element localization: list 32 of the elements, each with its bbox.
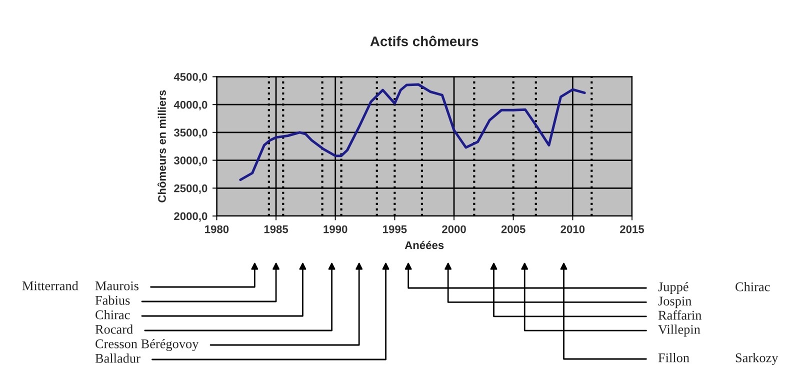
y-tick-label: 4000,0 <box>174 100 208 110</box>
text: Chirac <box>736 282 770 292</box>
x-tick-label: 2010 <box>560 225 585 234</box>
text: Sarkozy <box>736 353 778 365</box>
text: Fabius <box>95 296 130 305</box>
text: Juppé <box>658 282 688 294</box>
text: Rocard <box>95 324 133 334</box>
x-tick-label: 2005 <box>501 225 526 234</box>
text: Chirac <box>96 310 130 320</box>
y-tick-label: 2500,0 <box>174 184 208 194</box>
x-tick-label: 1990 <box>324 225 348 234</box>
text: Cresson Bérégovoy <box>96 338 199 352</box>
y-tick-label: 3500,0 <box>174 128 208 138</box>
line-series <box>239 83 586 182</box>
text: Villepin <box>658 324 700 337</box>
x-tick-label: 1980 <box>205 225 229 234</box>
y-tick-label: 3000,0 <box>174 156 208 166</box>
text: Raffarin <box>658 310 702 320</box>
y-tick-label: 4500,0 <box>174 72 208 82</box>
text: Jospin <box>658 296 692 308</box>
y-tick-label: 2000,0 <box>174 212 208 222</box>
text: Mitterrand <box>22 281 78 290</box>
y-axis-title: Chômeurs en milliers <box>158 90 166 202</box>
text: Balladur <box>95 354 140 363</box>
x-tick-label: 2015 <box>620 225 644 234</box>
chart-title: Actifs chômeurs <box>370 36 478 46</box>
x-axis-title: Anéées <box>404 240 444 250</box>
text: Maurois <box>95 281 138 290</box>
x-tick-label: 2000 <box>442 225 466 234</box>
x-tick-label: 1985 <box>264 225 288 234</box>
text: Fillon <box>658 353 690 362</box>
x-tick-label: 1995 <box>383 225 407 234</box>
